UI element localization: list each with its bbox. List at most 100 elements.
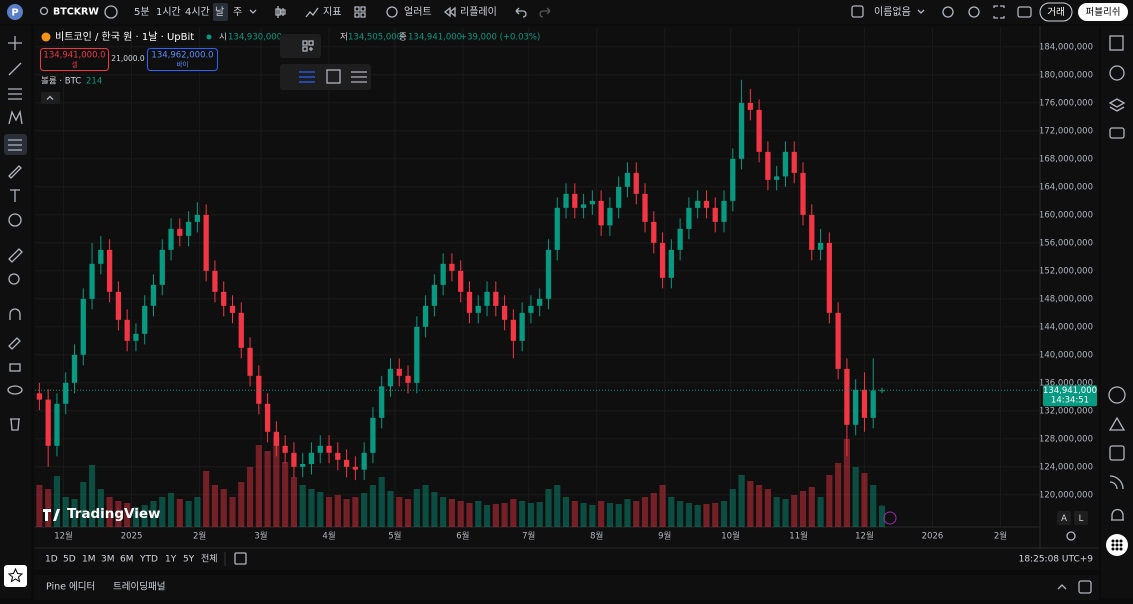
interval[interactable]: 주 (233, 7, 242, 18)
volume-bar (870, 485, 877, 527)
replay[interactable]: 리플레이 (460, 6, 497, 18)
scale-button[interactable] (1057, 511, 1071, 525)
interval[interactable]: 5분 (134, 6, 150, 18)
layout-name[interactable]: 이름없음 (874, 5, 911, 18)
volume-bar (615, 504, 622, 527)
candle-body (861, 389, 868, 418)
range[interactable]: YTD (139, 555, 158, 565)
scale-button[interactable] (1074, 511, 1088, 525)
chart-type-icon[interactable] (275, 6, 286, 18)
y-tick-label: 120,000,000 (1039, 490, 1093, 500)
indicators[interactable]: 지표 (323, 6, 341, 18)
candle-body (36, 393, 43, 400)
lock-drawing[interactable] (8, 337, 21, 350)
volume-bar (843, 439, 850, 527)
close-label: 종 (399, 33, 407, 43)
collapse-legend[interactable] (41, 92, 60, 104)
magnet-tool[interactable] (9, 308, 21, 320)
symbol[interactable]: BTCKRW (53, 7, 99, 18)
avatar[interactable] (7, 4, 23, 20)
panel-maximize[interactable] (1078, 580, 1092, 594)
panel-tab[interactable]: Pine 에디터 (46, 582, 95, 593)
layout-menu[interactable] (917, 9, 925, 14)
range[interactable]: 1Y (165, 555, 177, 565)
undo[interactable] (515, 7, 527, 18)
add-widget[interactable] (302, 40, 314, 52)
interval[interactable]: 4시간 (185, 6, 210, 18)
volume-bar (527, 503, 534, 527)
range[interactable]: 3M (101, 555, 115, 565)
add-symbol[interactable] (104, 5, 118, 19)
volume-bar (299, 485, 306, 527)
volume-bar (817, 497, 824, 527)
sell-button[interactable] (40, 48, 109, 71)
projection-tool[interactable] (8, 139, 22, 151)
icon-tool[interactable] (8, 213, 22, 227)
pattern-tool[interactable] (8, 109, 23, 125)
tool-option[interactable] (299, 71, 315, 83)
watchlist[interactable] (1109, 35, 1124, 51)
event-marker[interactable] (883, 511, 897, 525)
interval[interactable]: 1시간 (156, 6, 181, 18)
volume-bar (729, 489, 736, 527)
calendar[interactable] (1109, 445, 1125, 461)
candle-body (624, 172, 631, 187)
range[interactable]: 5D (63, 555, 76, 565)
zoom-tool[interactable] (8, 273, 20, 285)
alerts[interactable] (1109, 65, 1125, 81)
lock-tool[interactable] (9, 363, 21, 372)
tool-option[interactable] (351, 71, 367, 83)
fullscreen[interactable] (993, 5, 1005, 19)
data-window[interactable] (1108, 98, 1126, 112)
axis-settings[interactable] (1066, 531, 1076, 541)
interval-menu[interactable] (249, 9, 257, 14)
volume-bar (36, 485, 43, 527)
redo[interactable] (539, 7, 551, 18)
range[interactable]: 1D (45, 555, 58, 565)
panel-tab[interactable]: 트레이딩패널 (113, 582, 165, 593)
trash-tool[interactable] (10, 418, 20, 431)
tool-option[interactable] (326, 69, 341, 84)
candle-body (853, 389, 859, 425)
range[interactable]: 전체 (201, 554, 218, 565)
volume-bar (440, 497, 447, 527)
range[interactable]: 5Y (183, 555, 195, 565)
y-tick-label: 148,000,000 (1039, 294, 1093, 304)
volume-bar (290, 477, 298, 527)
trade-button[interactable] (1039, 2, 1073, 22)
alert[interactable]: 얼러트 (404, 6, 432, 18)
templates-icon[interactable] (354, 6, 366, 18)
layout-checkbox[interactable] (851, 5, 864, 18)
fib-tool[interactable] (8, 88, 22, 100)
range[interactable]: 1M (82, 555, 96, 565)
candle-body (458, 270, 464, 292)
interval[interactable]: 날 (215, 6, 224, 18)
x-tick-label: 10월 (721, 531, 740, 542)
hide-tool[interactable] (7, 385, 23, 395)
text-tool[interactable] (10, 189, 20, 202)
notifications[interactable] (1111, 508, 1124, 521)
quick-search[interactable] (942, 6, 954, 18)
brush-tool[interactable] (8, 165, 22, 179)
settings[interactable] (968, 6, 980, 18)
candle-body (291, 452, 297, 467)
news[interactable] (1109, 475, 1124, 490)
range[interactable]: 6M (120, 555, 134, 565)
indicators-icon (305, 7, 319, 18)
ideas[interactable] (1108, 386, 1126, 404)
buy-button[interactable] (147, 48, 218, 71)
crosshair-tool[interactable] (8, 36, 22, 50)
x-tick-label: 2025 (121, 532, 143, 542)
goto-date[interactable] (234, 552, 247, 565)
snapshot[interactable] (1017, 6, 1032, 18)
trendline-tool[interactable] (8, 62, 22, 76)
candle-body (405, 375, 411, 383)
publish-button[interactable] (1078, 3, 1128, 21)
chats[interactable] (1109, 127, 1125, 139)
screener[interactable] (1108, 416, 1126, 431)
volume-bar (606, 503, 613, 527)
favorites-button[interactable] (4, 565, 27, 587)
clock[interactable]: 18:25:08 UTC+9 (1019, 555, 1094, 565)
panel-collapse[interactable] (1057, 584, 1067, 590)
ruler-tool[interactable] (8, 248, 23, 263)
